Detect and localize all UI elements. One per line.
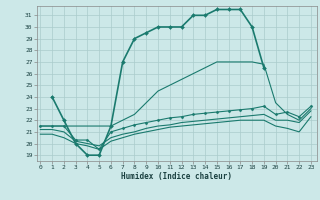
X-axis label: Humidex (Indice chaleur): Humidex (Indice chaleur) xyxy=(121,172,232,181)
